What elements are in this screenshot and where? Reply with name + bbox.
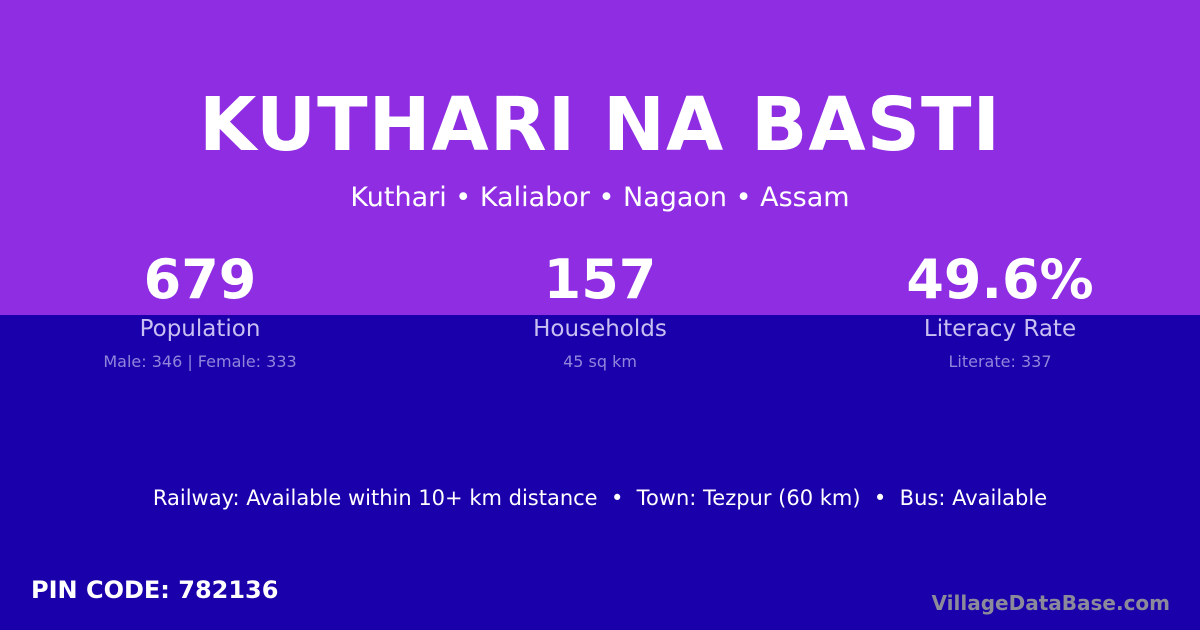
stat-label: Households [533, 316, 667, 342]
stat-population: 679 Population Male: 346 | Female: 333 [0, 248, 400, 372]
stat-label: Population [139, 316, 261, 342]
brand-watermark: VillageDataBase.com [931, 591, 1170, 615]
stat-detail: Literate: 337 [948, 352, 1052, 371]
stat-households: 157 Households 45 sq km [400, 248, 800, 372]
stat-literacy: 49.6% Literacy Rate Literate: 337 [800, 248, 1200, 372]
location-breadcrumb: Kuthari • Kaliabor • Nagaon • Assam [350, 182, 850, 213]
header-band [0, 0, 1200, 315]
stat-detail: 45 sq km [563, 352, 637, 371]
village-title: KUTHARI NA BASTI [198, 82, 1002, 168]
stat-value: 157 [543, 248, 657, 311]
stat-detail: Male: 346 | Female: 333 [103, 352, 297, 371]
stat-value: 49.6% [906, 248, 1094, 311]
pin-code: PIN CODE: 782136 [31, 576, 279, 604]
connectivity-info: Railway: Available within 10+ km distanc… [152, 486, 1048, 510]
stat-label: Literacy Rate [923, 316, 1077, 342]
stat-value: 679 [143, 248, 257, 311]
